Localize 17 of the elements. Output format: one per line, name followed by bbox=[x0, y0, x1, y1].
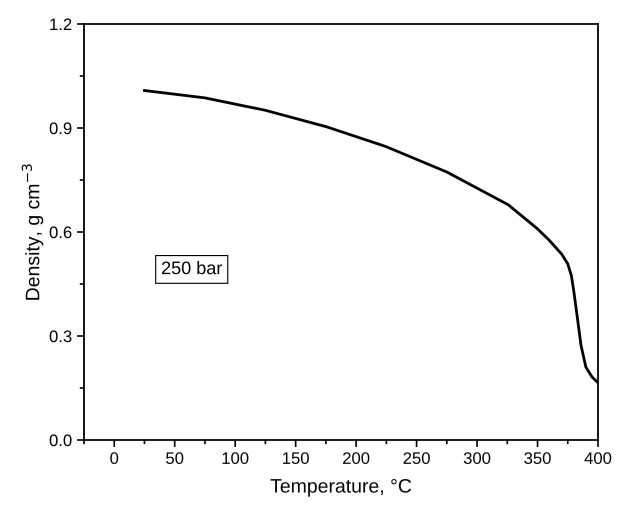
y-tick-label: 0.3 bbox=[50, 330, 72, 342]
x-tick-label: 350 bbox=[524, 452, 551, 464]
y-tick-label: 0.9 bbox=[50, 122, 72, 134]
y-tick-label: 1.2 bbox=[50, 18, 72, 30]
x-tick-label: 50 bbox=[166, 452, 184, 464]
x-tick-label: 100 bbox=[222, 452, 248, 464]
x-tick-label: 200 bbox=[343, 452, 370, 464]
x-tick-label: 400 bbox=[584, 452, 612, 464]
y-tick-label: 0.0 bbox=[50, 434, 72, 446]
x-tick-label: 0 bbox=[110, 452, 118, 464]
y-axis-title: Density, g cm$^{−3}$ bbox=[22, 164, 44, 300]
y-tick-label: 0.6 bbox=[50, 226, 72, 238]
annotation: 250 bar bbox=[162, 261, 222, 274]
x-axis-title: Temperature, °C bbox=[270, 478, 412, 497]
x-tick-label: 300 bbox=[464, 452, 490, 464]
x-tick-label: 250 bbox=[404, 452, 430, 464]
x-tick-label: 150 bbox=[283, 452, 309, 464]
